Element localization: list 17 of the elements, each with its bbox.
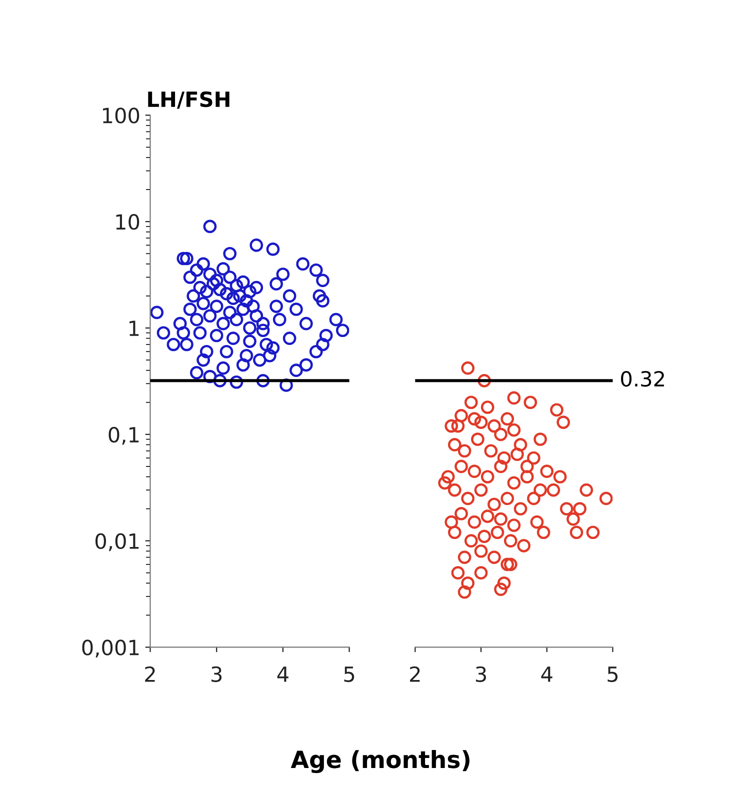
x-tick-label: 5 [608,666,618,682]
y-tick-label: 0,01 [95,533,139,552]
x-tick-label: 5 [344,666,354,682]
x-axis-title: Age (months) [290,750,470,774]
x-tick-label: 2 [410,666,420,682]
x-tick-label: 4 [541,666,552,682]
chart-title: LH/FSH [148,91,230,109]
y-tick-label: 10 [116,214,140,230]
x-tick-label: 4 [277,666,288,682]
y-tick-label: 1 [130,320,139,336]
x-tick-label: 2 [145,666,155,682]
ref-line-label: 0.32 [621,370,664,387]
x-tick-label: 3 [476,666,486,682]
y-tick-label: 100 [103,108,140,124]
x-tick-label: 3 [212,666,222,682]
y-tick-label: 0,001 [82,640,139,658]
y-tick-label: 0,1 [108,426,139,445]
